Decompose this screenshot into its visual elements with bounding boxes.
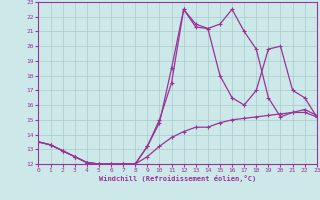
X-axis label: Windchill (Refroidissement éolien,°C): Windchill (Refroidissement éolien,°C) (99, 175, 256, 182)
